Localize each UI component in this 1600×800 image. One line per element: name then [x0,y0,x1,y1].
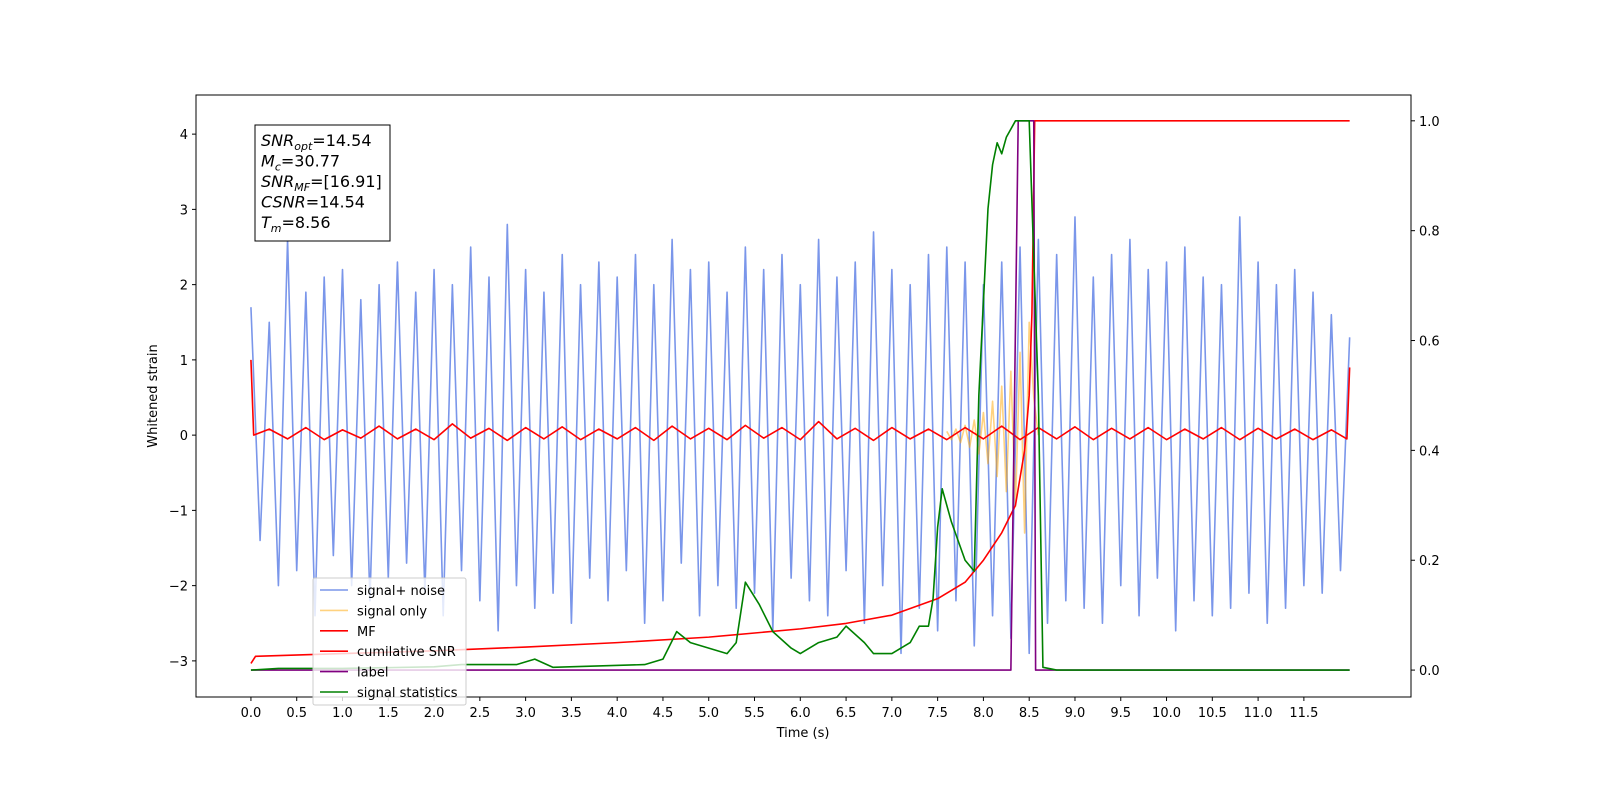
annotation: SNRopt=14.54 [261,131,372,153]
series-line [250,359,1351,442]
x-tick-label: 9.5 [1110,706,1131,721]
x-tick-label: 5.5 [744,706,765,721]
legend-frame [312,577,467,706]
x-tick-label: 0.5 [286,706,307,721]
y2-tick-label: 0.8 [1419,225,1440,240]
x-tick-label: 5.0 [698,706,719,721]
annotation-sub: m [271,222,282,235]
annotation-text: =14.54 [312,131,371,150]
x-tick-label: 7.5 [927,706,948,721]
annotation-name: SNR [261,131,294,150]
y-axis-label: Whitened strain [146,344,161,447]
annotation-name: M [261,152,275,171]
series-line [250,120,1350,664]
x-axis-label: Time (s) [776,726,830,741]
series-line [250,120,1350,671]
x-tick-label: 1.5 [378,706,399,721]
annotation-text: =[16.91] [310,172,382,191]
x-tick-label: 4.5 [653,706,674,721]
y2-tick-label: 1.0 [1419,115,1440,130]
legend: signal+ noise signal only MF cumilative SNR… [312,577,467,706]
series-line [250,216,1351,655]
annotation-name: CSNR [261,193,306,212]
y2-tick-label: 0.2 [1419,554,1440,569]
x-tick-label: 1.0 [332,706,353,721]
x-tick-label: 8.0 [973,706,994,721]
x-tick-label: 7.0 [882,706,903,721]
x-tick-label: 4.0 [607,706,628,721]
annotation-name: SNR [261,172,294,191]
annotation: CSNR=14.54 [261,193,365,212]
legend-label: label [357,666,388,681]
plot-frame [195,94,1412,698]
x-tick-label: 0.0 [241,706,262,721]
legend-label: signal statistics [357,686,458,701]
x-tick-label: 6.5 [836,706,857,721]
y-tick-label: 0 [180,429,188,444]
legend-label: signal+ noise [357,584,445,599]
legend-label: signal only [357,604,427,619]
annotation-box: SNRopt=14.54Mc=30.77SNRMF=[16.91]CSNR=14… [254,124,391,242]
annotation-sub: opt [294,140,313,153]
x-tick-label: 3.5 [561,706,582,721]
x-tick-label: 11.0 [1244,706,1273,721]
x-tick-label: 9.0 [1065,706,1086,721]
legend-label: MF [357,625,376,640]
x-tick-label: 10.0 [1152,706,1181,721]
annotation: Tm=8.56 [261,213,331,235]
y2-tick-label: 0.6 [1419,335,1440,350]
x-tick-label: 8.5 [1019,706,1040,721]
annotation-sub: MF [294,181,310,194]
x-tick-label: 10.5 [1198,706,1227,721]
x-tick-label: 11.5 [1289,706,1318,721]
y-tick-label: 4 [180,128,188,143]
y-tick-label: −3 [169,655,188,670]
x-tick-label: 3.0 [515,706,536,721]
x-tick-label: 2.0 [424,706,445,721]
annotation-text: =14.54 [306,193,365,212]
y-tick-label: 1 [180,354,188,369]
annotation: SNRMF=[16.91] [261,172,382,194]
y-tick-label: −1 [169,504,188,519]
annotation-name: T [261,213,272,232]
x-tick-label: 2.5 [469,706,490,721]
annotation-sub: c [275,161,281,174]
annotation-text: =8.56 [282,213,331,232]
series-line [946,321,1040,534]
y-tick-label: −2 [169,580,188,595]
y2-tick-label: 0.0 [1419,664,1440,679]
annotation-text: =30.77 [281,152,340,171]
y-tick-label: 3 [180,203,188,218]
legend-label: cumilative SNR [357,645,456,660]
x-tick-label: 6.0 [790,706,811,721]
annotation: Mc=30.77 [261,152,340,174]
annotation-frame [254,124,391,242]
y2-tick-label: 0.4 [1419,444,1440,459]
y-tick-label: 2 [180,279,188,294]
